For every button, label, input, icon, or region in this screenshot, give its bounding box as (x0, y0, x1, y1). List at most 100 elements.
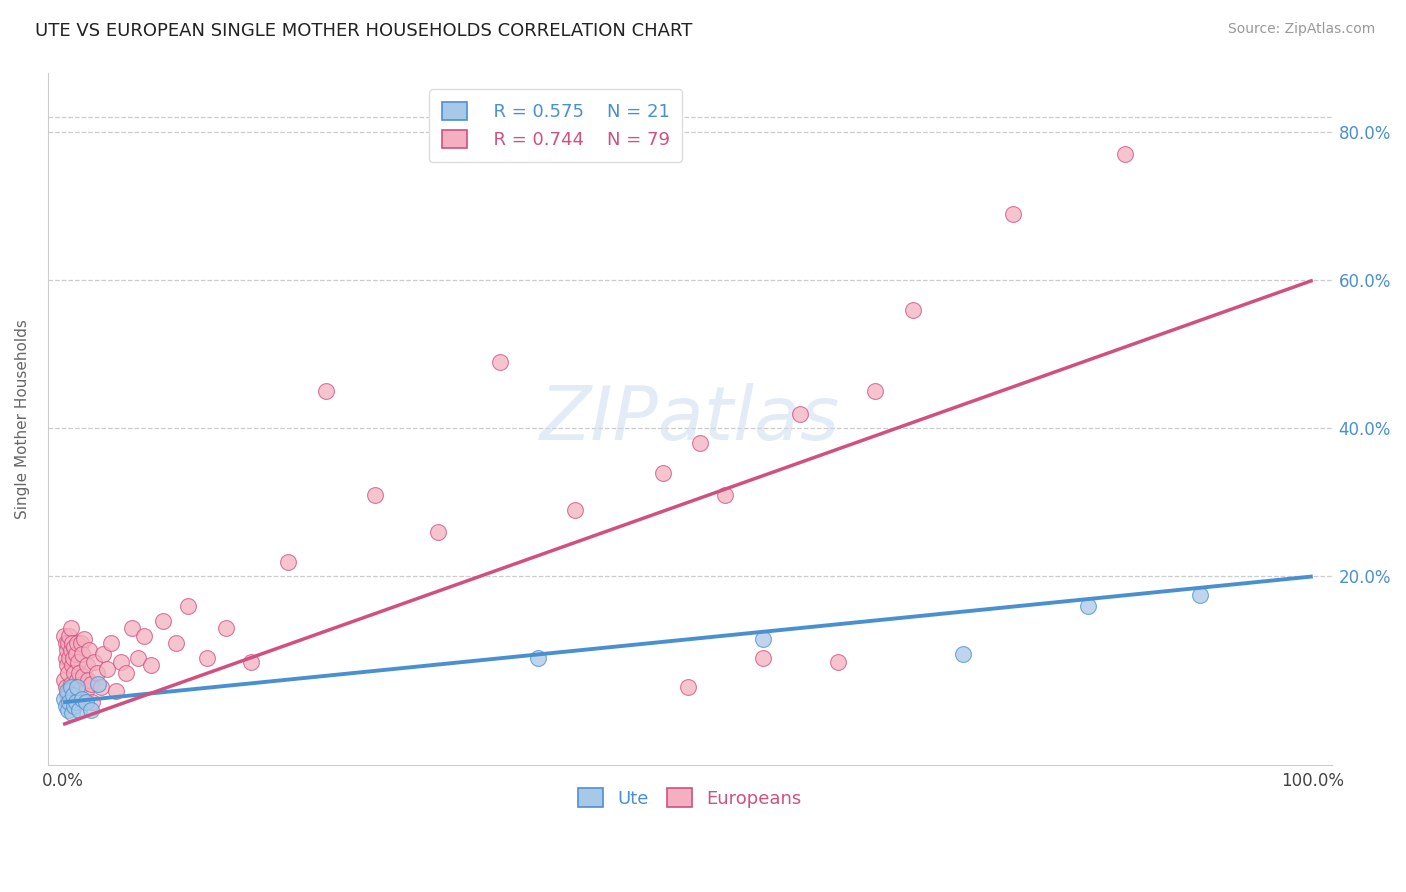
Point (789, 407, 811, 421)
Point (86, 665, 108, 680)
Point (60, 636, 83, 650)
Point (752, 632, 775, 647)
Point (58, 651, 80, 665)
Point (91, 647, 114, 661)
Point (53, 691, 76, 706)
Point (60, 706, 83, 721)
Point (100, 636, 122, 650)
Point (55, 636, 77, 650)
Point (56, 636, 79, 650)
Point (527, 651, 550, 665)
Point (62, 688, 84, 702)
Point (114, 665, 136, 680)
Point (59, 681, 82, 695)
Text: ZIPatlas: ZIPatlas (540, 383, 839, 455)
Point (676, 681, 699, 695)
Point (56, 703, 79, 717)
Point (214, 621, 236, 635)
Point (1001, 207, 1024, 221)
Point (87, 677, 110, 691)
Point (66, 636, 89, 650)
Point (65, 695, 87, 709)
Text: Source: ZipAtlas.com: Source: ZipAtlas.com (1227, 22, 1375, 37)
Point (67, 655, 90, 669)
Point (96, 662, 118, 676)
Point (952, 647, 974, 661)
Point (70, 691, 93, 706)
Point (63, 698, 86, 713)
Point (55, 698, 77, 713)
Point (58, 684, 80, 698)
Point (75, 695, 97, 709)
Point (134, 629, 156, 643)
Point (110, 655, 132, 669)
Point (652, 466, 675, 480)
Point (55, 651, 77, 665)
Point (65, 647, 87, 661)
Point (90, 681, 112, 695)
Point (1189, 588, 1212, 602)
Point (56, 658, 79, 673)
Point (59, 643, 82, 657)
Point (56, 643, 79, 657)
Point (55, 681, 77, 695)
Point (80, 695, 103, 709)
Point (165, 636, 187, 650)
Point (564, 503, 586, 517)
Point (1077, 599, 1099, 613)
Point (239, 655, 262, 669)
Point (689, 436, 711, 450)
Point (177, 599, 200, 613)
Point (121, 621, 143, 635)
Point (65, 691, 87, 706)
Point (76, 658, 98, 673)
Point (139, 658, 162, 673)
Point (62, 651, 84, 665)
Point (53, 629, 76, 643)
Point (489, 355, 512, 369)
Point (714, 488, 737, 502)
Point (75, 684, 97, 698)
Point (58, 695, 80, 709)
Point (277, 555, 299, 569)
Point (59, 677, 82, 691)
Point (56, 684, 79, 698)
Point (67, 703, 90, 717)
Point (152, 614, 174, 628)
Point (66, 681, 89, 695)
Point (79, 703, 101, 717)
Point (1114, 147, 1136, 161)
Point (53, 673, 76, 687)
Point (59, 621, 82, 635)
Point (63, 665, 86, 680)
Point (67, 684, 90, 698)
Point (83, 655, 105, 669)
Point (62, 695, 84, 709)
Point (60, 658, 83, 673)
Point (827, 655, 849, 669)
Point (70, 677, 93, 691)
Point (79, 643, 101, 657)
Point (62, 681, 84, 695)
Point (901, 302, 924, 317)
Point (865, 384, 887, 399)
Point (56, 665, 79, 680)
Point (79, 677, 101, 691)
Legend: Ute, Europeans: Ute, Europeans (571, 781, 808, 815)
Point (364, 488, 387, 502)
Point (127, 651, 149, 665)
Point (73, 632, 96, 647)
Point (56, 695, 79, 709)
Point (56, 688, 79, 702)
Y-axis label: Single Mother Households: Single Mother Households (15, 319, 30, 519)
Point (60, 688, 83, 702)
Point (70, 647, 93, 661)
Point (63, 640, 86, 654)
Point (66, 673, 89, 687)
Point (77, 673, 100, 687)
Point (72, 669, 94, 683)
Point (69, 636, 91, 650)
Point (58, 629, 80, 643)
Point (427, 524, 450, 539)
Point (67, 665, 90, 680)
